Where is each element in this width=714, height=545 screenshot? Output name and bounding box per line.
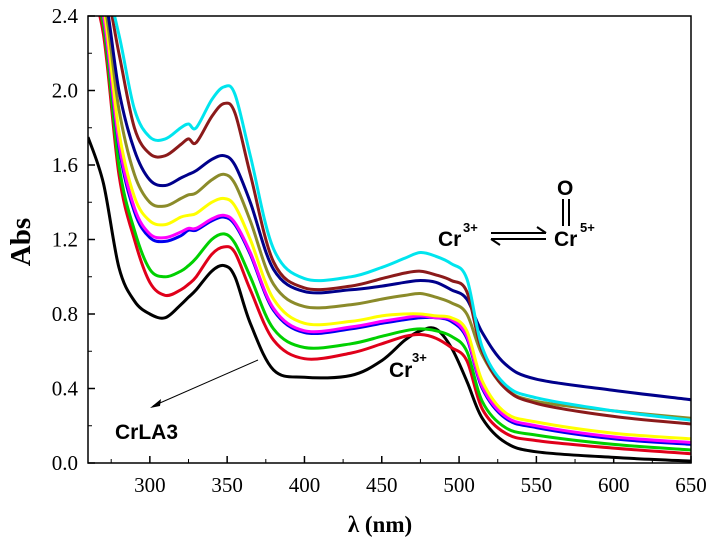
- y-axis-ticks: 0.0 0.4 0.8 1.2 1.6 2.0 2.4: [52, 4, 95, 475]
- series-line-2: [98, 16, 691, 456]
- series-line-7: [105, 16, 691, 420]
- cr3-superscript: 3+: [412, 350, 427, 365]
- x-tick-label: 350: [211, 473, 243, 497]
- series-line-10: [113, 16, 691, 422]
- x-tick-label: 600: [598, 473, 630, 497]
- cr3-annotation: Cr 3+: [389, 350, 427, 382]
- y-tick-label: 2.0: [52, 79, 78, 103]
- crla3-label: CrLA3: [115, 421, 178, 444]
- y-axis-title: Abs: [5, 218, 37, 266]
- x-tick-label: 450: [366, 473, 398, 497]
- series-line-1: [88, 136, 691, 463]
- x-tick-label: 650: [675, 473, 707, 497]
- y-tick-label: 1.2: [52, 228, 78, 252]
- x-axis-ticks: 300 350 400 450 500 550 600 650: [110, 456, 707, 497]
- series-line-3: [100, 16, 691, 452]
- y-tick-label: 0.4: [52, 377, 79, 401]
- double-bond-icon: [562, 199, 570, 226]
- x-tick-label: 400: [289, 473, 321, 497]
- x-tick-label: 500: [443, 473, 475, 497]
- series-layer: [88, 16, 691, 463]
- plot-frame: [87, 15, 692, 464]
- crla3-annotation: CrLA3: [115, 359, 259, 444]
- eq-left-superscript: 3+: [463, 220, 478, 235]
- cr3-label: Cr: [389, 359, 412, 382]
- eq-left-label: Cr: [438, 228, 461, 251]
- eq-oxygen-label: O: [557, 177, 573, 200]
- y-tick-label: 1.6: [52, 153, 78, 177]
- y-tick-label: 2.4: [52, 4, 79, 28]
- crla3-arrow-line: [152, 359, 259, 407]
- series-line-6: [103, 16, 691, 441]
- x-tick-label: 300: [134, 473, 166, 497]
- equilibrium-arrows-icon: [490, 226, 547, 246]
- eq-right-superscript: 5+: [580, 220, 595, 235]
- eq-right-label: Cr: [554, 228, 577, 251]
- crla3-arrowhead: [150, 399, 161, 408]
- x-axis-title: λ (nm): [348, 512, 412, 537]
- y-tick-label: 0.0: [52, 451, 78, 475]
- y-tick-label: 0.8: [52, 302, 78, 326]
- series-line-5: [101, 16, 691, 444]
- series-line-8: [106, 16, 691, 402]
- x-tick-label: 550: [521, 473, 553, 497]
- equilibrium-annotation: Cr 3+ Cr 5+ O: [438, 177, 595, 251]
